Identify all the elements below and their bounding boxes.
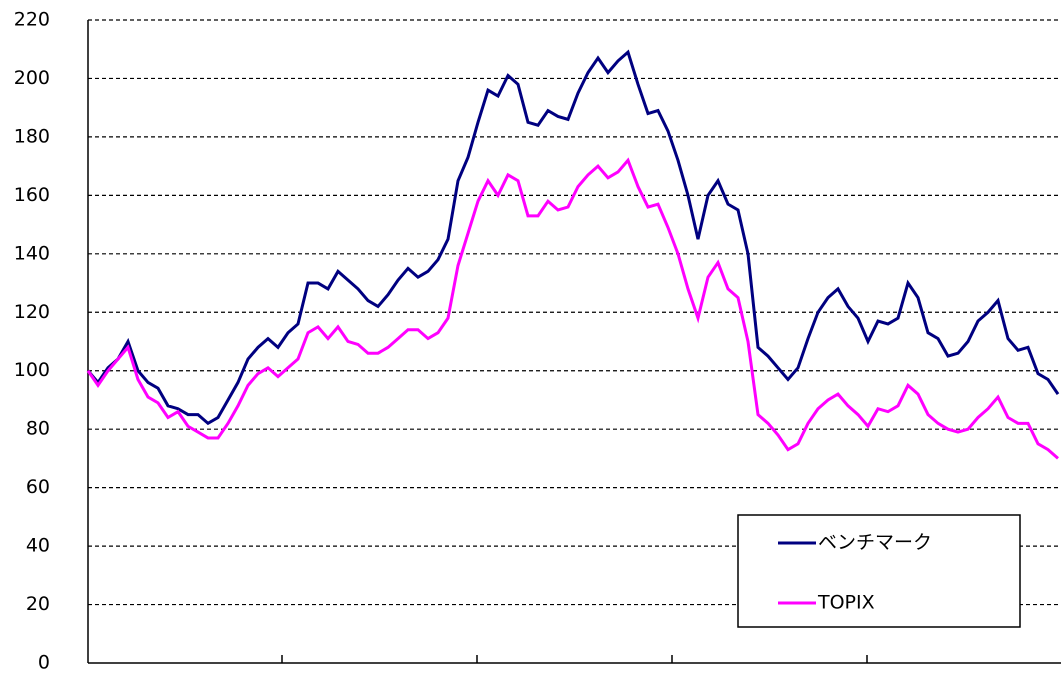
legend-label: TOPIX (817, 592, 875, 614)
series-line (86, 49, 1060, 426)
y-tick-label: 140 (14, 242, 50, 264)
y-tick-label: 40 (26, 535, 50, 557)
y-tick-label: 100 (14, 359, 50, 381)
y-tick-label: 60 (26, 476, 50, 498)
y-tick-label: 0 (38, 652, 50, 674)
series-line (86, 157, 1059, 460)
y-tick-label: 200 (14, 67, 50, 89)
y-tick-label: 180 (14, 125, 50, 147)
legend (737, 514, 1021, 628)
x-ticks (281, 655, 868, 663)
legend-label: ベンチマーク (818, 532, 932, 554)
plot-area: 0 20 40 60 80 100 120 140 160 180 200 220 (14, 9, 1061, 674)
y-tick-label: 160 (14, 184, 50, 206)
y-tick-label: 80 (26, 418, 50, 440)
y-tick-label: 120 (14, 301, 50, 323)
y-tick-label: 220 (14, 9, 50, 31)
y-tick-label: 20 (26, 593, 50, 615)
legend-entries: ベンチマーク TOPIX (778, 532, 932, 614)
